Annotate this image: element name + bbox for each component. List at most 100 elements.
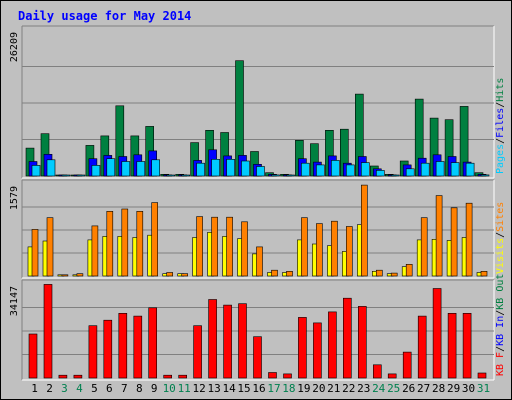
- y-max-label: 1579: [9, 186, 20, 210]
- panel-legend: KB F/KB In/KB Out: [495, 274, 506, 376]
- x-tick-label: 10: [163, 382, 176, 395]
- bar-kb-f-day-25: [387, 373, 397, 379]
- bar-pages-day-17: [271, 174, 280, 177]
- x-tick-label: 4: [76, 382, 83, 395]
- bar-sites-day-11: [181, 273, 188, 277]
- bar-kb-f-day-3: [58, 374, 68, 379]
- bar-pages-day-9: [151, 159, 160, 177]
- x-axis-labels: 1 2 3 4 5 6 7 8 9 10 11 12 13 14 15 16 17 18 19 20 21 22 23 24 2…: [31, 382, 490, 395]
- legend-item: Sites: [495, 202, 506, 232]
- x-tick-label: 6: [106, 382, 113, 395]
- bar-pages-day-21: [331, 160, 340, 177]
- legend-item: Files: [495, 108, 506, 138]
- x-tick-label: 28: [432, 382, 445, 395]
- bar-kb-f-day-14: [223, 304, 232, 379]
- bar-pages-day-10: [166, 174, 175, 177]
- x-tick-label: 24: [372, 382, 386, 395]
- bar-pages-day-2: [46, 159, 56, 177]
- bar-kb-f-day-27: [417, 315, 427, 379]
- bar-pages-day-7: [121, 161, 131, 177]
- bar-pages-day-11: [181, 174, 190, 177]
- legend-item: KB In: [495, 316, 506, 346]
- bar-pages-day-19: [301, 162, 310, 177]
- bar-sites-day-14: [226, 216, 233, 277]
- bar-pages-day-5: [91, 165, 101, 177]
- bar-kb-f-day-13: [208, 299, 217, 379]
- bar-pages-day-26: [405, 168, 415, 177]
- x-tick-label: 22: [342, 382, 355, 395]
- bar-sites-day-9: [151, 202, 158, 277]
- y-max-label: 34147: [9, 286, 20, 316]
- bar-kb-f-day-20: [313, 322, 322, 379]
- legend-item: /: [495, 232, 506, 238]
- x-tick-label: 2: [46, 382, 53, 395]
- bar-sites-day-25: [390, 272, 398, 277]
- legend-item: /: [495, 346, 506, 352]
- bar-pages-day-6: [106, 158, 116, 177]
- bar-sites-day-13: [211, 216, 218, 277]
- bar-sites-day-17: [271, 269, 278, 277]
- bar-pages-day-14: [226, 159, 235, 177]
- bar-kb-f-day-5: [88, 325, 98, 379]
- bar-pages-day-23: [360, 162, 370, 177]
- x-tick-label: 20: [312, 382, 325, 395]
- bar-kb-f-day-8: [133, 315, 143, 379]
- bar-kb-f-day-9: [148, 307, 157, 379]
- x-tick-label: 27: [417, 382, 430, 395]
- legend-item: KB Out: [495, 274, 506, 310]
- bar-pages-day-25: [390, 174, 400, 177]
- bar-kb-f-day-31: [477, 372, 487, 379]
- bar-sites-day-15: [241, 221, 248, 277]
- bar-kb-f-day-30: [462, 312, 472, 379]
- y-max-label: 26209: [9, 32, 20, 62]
- bar-sites-day-18: [286, 270, 293, 277]
- bar-sites-day-2: [46, 217, 54, 277]
- x-tick-label: 9: [151, 382, 158, 395]
- x-tick-label: 8: [136, 382, 143, 395]
- bar-sites-day-19: [301, 217, 308, 277]
- bar-pages-day-29: [450, 162, 460, 177]
- chart-title: Daily usage for May 2014: [18, 9, 191, 23]
- bar-sites-day-31: [480, 270, 488, 277]
- series-kb-f: [28, 284, 487, 379]
- x-tick-label: 1: [31, 382, 38, 395]
- x-tick-label: 5: [91, 382, 98, 395]
- bar-pages-day-20: [316, 164, 325, 177]
- x-tick-label: 16: [252, 382, 265, 395]
- x-tick-label: 26: [402, 382, 415, 395]
- bar-sites-day-16: [256, 246, 263, 277]
- panel-legend: Visits/Sites: [495, 202, 506, 274]
- bar-pages-day-30: [465, 162, 475, 177]
- bar-sites-day-3: [61, 274, 69, 277]
- bar-sites-day-21: [331, 220, 338, 277]
- bar-kb-f-day-17: [268, 372, 277, 379]
- panel-2: 1579 Visits/Sites: [9, 179, 506, 279]
- bar-sites-day-30: [465, 202, 473, 277]
- bar-pages-day-1: [31, 165, 41, 177]
- legend-item: KB F: [495, 352, 506, 376]
- x-tick-label: 19: [297, 382, 310, 395]
- bar-sites-day-5: [91, 225, 99, 277]
- bar-kb-f-day-6: [103, 319, 113, 379]
- bar-kb-f-day-24: [372, 364, 382, 379]
- bar-sites-day-27: [420, 217, 428, 277]
- legend-item: /: [495, 102, 506, 108]
- bar-sites-day-24: [375, 269, 383, 277]
- bar-pages-day-4: [76, 174, 86, 177]
- bar-sites-day-26: [405, 263, 413, 277]
- bar-kb-f-day-15: [238, 303, 247, 379]
- bar-sites-day-7: [121, 208, 129, 277]
- bar-sites-day-8: [136, 211, 144, 277]
- bar-pages-day-12: [196, 162, 205, 177]
- legend-item: Visits: [495, 238, 506, 274]
- x-tick-label: 31: [477, 382, 490, 395]
- bar-pages-day-27: [420, 162, 430, 177]
- bar-sites-day-23: [360, 184, 368, 277]
- bar-kb-f-day-28: [432, 288, 442, 379]
- bar-sites-day-10: [166, 272, 173, 277]
- panel-legend: Pages/Files/Hits: [495, 78, 506, 174]
- x-tick-label: 30: [462, 382, 475, 395]
- x-tick-label: 25: [387, 382, 400, 395]
